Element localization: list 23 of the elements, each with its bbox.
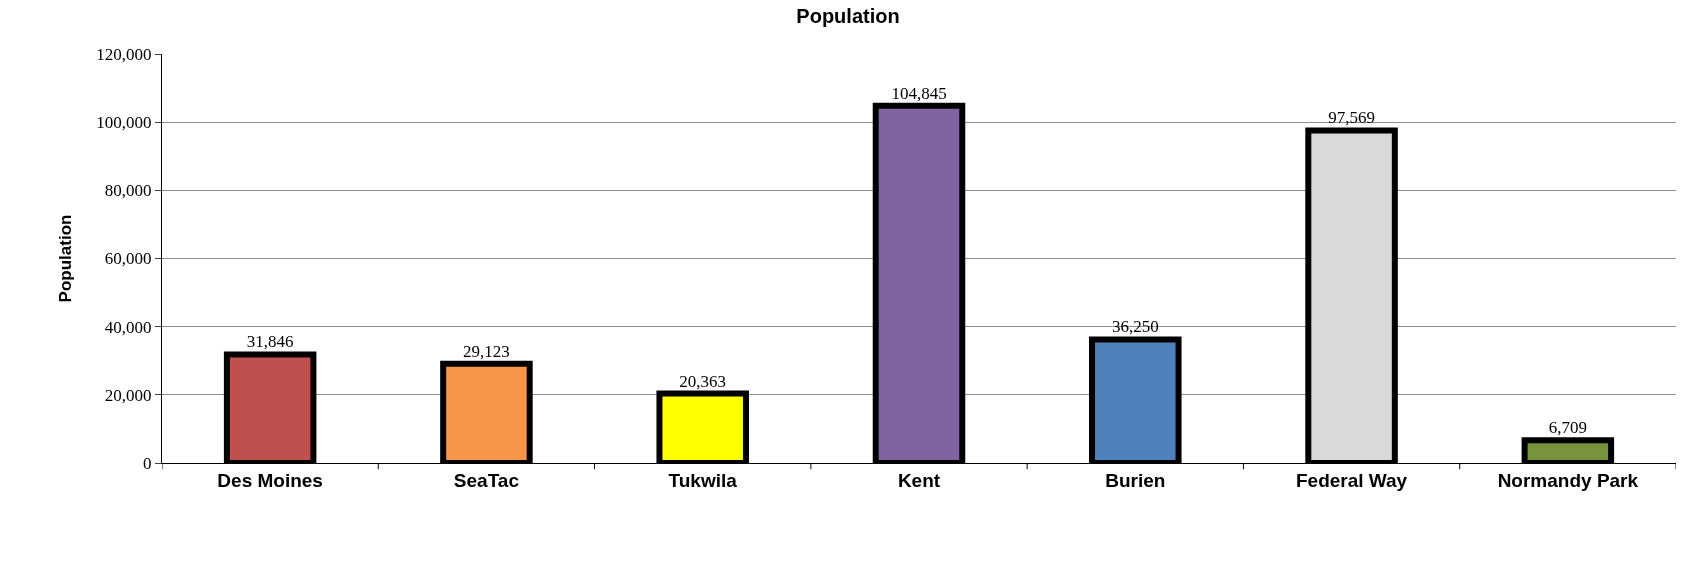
y-tick-label: 120,000 — [96, 44, 152, 64]
x-tick-label: Burien — [1105, 469, 1166, 491]
y-tick-label: 0 — [143, 453, 152, 473]
chart-title: Population — [796, 4, 900, 27]
data-label: 104,845 — [891, 83, 947, 103]
y-tick-label: 20,000 — [104, 385, 152, 405]
x-tick-label: Normandy Park — [1497, 469, 1639, 491]
x-tick-label: Kent — [897, 469, 941, 491]
data-label: 36,250 — [1111, 317, 1159, 337]
y-tick-label: 80,000 — [104, 181, 152, 201]
data-label: 29,123 — [463, 341, 510, 361]
data-label: 31,846 — [246, 332, 294, 352]
data-label: 20,363 — [679, 371, 727, 391]
x-tick-label: SeaTac — [453, 469, 520, 491]
data-label: 6,709 — [1548, 418, 1587, 438]
y-tick-label: 40,000 — [104, 317, 152, 337]
x-tick-label: Tukwila — [668, 469, 738, 491]
y-tick-label: 100,000 — [96, 113, 152, 133]
data-label: 97,569 — [1328, 108, 1375, 128]
x-tick-label: Federal Way — [1295, 469, 1408, 491]
y-tick-label: 60,000 — [104, 249, 152, 269]
x-tick-label: Des Moines — [217, 469, 323, 491]
y-axis-title: Population — [55, 214, 75, 303]
